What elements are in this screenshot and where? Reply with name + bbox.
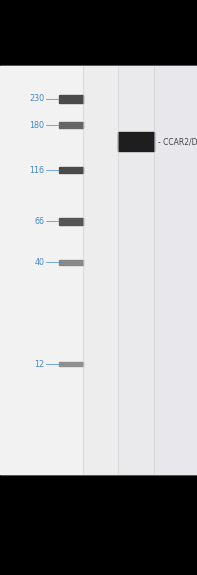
Bar [0, 66, 83, 474]
Bar [0, 474, 197, 575]
Bar [59, 122, 83, 128]
Bar [154, 66, 197, 474]
Bar [59, 362, 83, 366]
Bar [59, 95, 83, 103]
Bar [59, 218, 83, 224]
Text: 66: 66 [34, 217, 44, 226]
Bar [59, 260, 83, 265]
Text: 230: 230 [29, 94, 44, 103]
Text: 116: 116 [29, 166, 44, 175]
Bar [118, 132, 154, 151]
Text: 12: 12 [34, 359, 44, 369]
Bar [59, 167, 83, 174]
Bar [118, 66, 154, 474]
Bar [83, 66, 118, 474]
Bar [0, 66, 197, 474]
Text: - CCAR2/DBC1: - CCAR2/DBC1 [158, 137, 197, 146]
Text: 180: 180 [29, 121, 44, 130]
Bar [0, 0, 197, 66]
Text: 40: 40 [34, 258, 44, 267]
